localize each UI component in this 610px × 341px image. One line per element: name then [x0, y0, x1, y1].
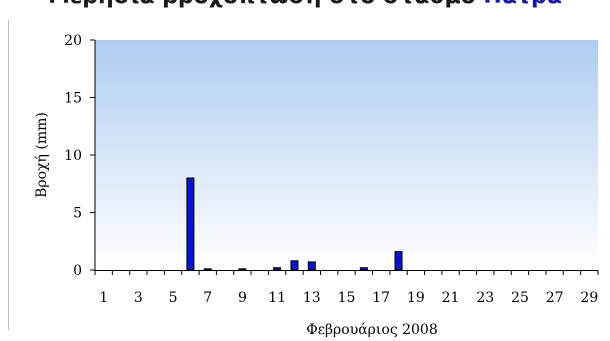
x-tick-label: 19: [407, 290, 425, 306]
x-tick-label: 5: [169, 290, 178, 306]
y-axis-title: Βροχή (mm): [34, 112, 50, 198]
bar-day-16: [359, 267, 368, 271]
bar-day-13: [307, 261, 316, 271]
x-tick-label: 27: [546, 290, 564, 306]
y-tick-label: 20: [64, 33, 82, 49]
y-axis-ticks: 0 5 10 15 20: [64, 33, 95, 279]
x-tick-label: 1: [99, 290, 108, 306]
x-tick-label: 29: [580, 290, 598, 306]
bar-day-7: [203, 268, 212, 271]
x-tick-label: 13: [303, 290, 321, 306]
x-tick-label: 11: [268, 290, 286, 306]
chart-title: Μερήσια βροχόπτωση στο σταθμό Πάτρα: [0, 0, 610, 9]
bar-day-9: [238, 268, 247, 271]
left-divider: [8, 20, 9, 330]
y-tick-label: 15: [64, 91, 82, 107]
x-axis-title: Φεβρουάριος 2008: [306, 322, 438, 338]
x-tick-label: 15: [338, 290, 356, 306]
bar-day-12: [290, 260, 299, 271]
x-tick-label: 17: [372, 290, 390, 306]
chart-title-station: Πάτρα: [483, 0, 561, 9]
bar-day-6: [186, 177, 195, 271]
y-tick-label: 0: [73, 263, 82, 279]
plot-area: [95, 40, 598, 270]
bar-day-18: [394, 251, 403, 271]
x-tick-label: 25: [511, 290, 529, 306]
x-tick-label: 23: [476, 290, 494, 306]
y-tick-label: 10: [64, 148, 82, 164]
bar-day-11: [273, 267, 282, 271]
y-tick-label: 5: [73, 206, 82, 222]
x-tick-label: 9: [238, 290, 247, 306]
chart-title-main: Μερήσια βροχόπτωση στο σταθμό: [48, 0, 483, 9]
x-tick-label: 7: [203, 290, 212, 306]
x-tick-label: 3: [134, 290, 143, 306]
x-axis-ticks: 1 3 5 7 9 11 13 15 17 19 21 23 25 27 29: [94, 270, 599, 306]
x-tick-label: 21: [442, 290, 460, 306]
